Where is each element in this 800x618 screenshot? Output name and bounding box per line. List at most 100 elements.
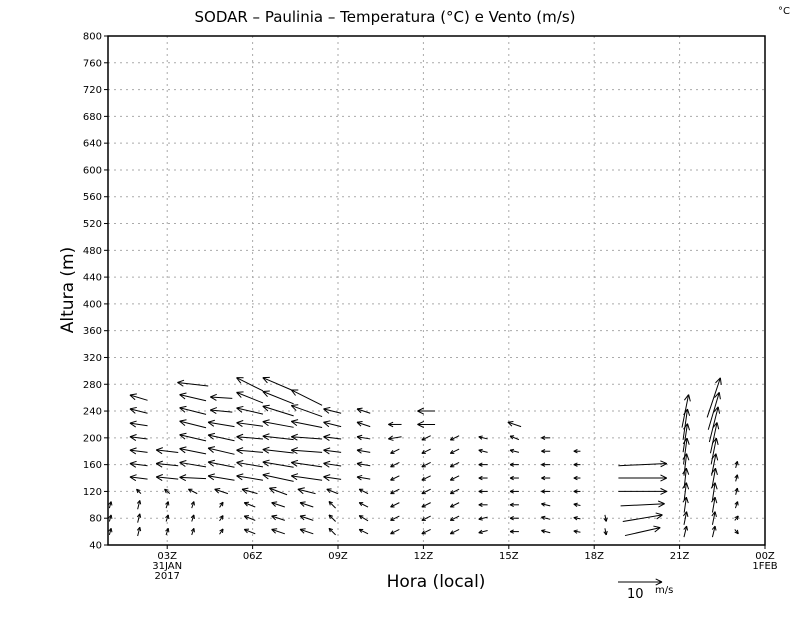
vector-head — [718, 392, 721, 400]
vector-shaft — [241, 488, 258, 495]
wind-vector — [179, 446, 207, 455]
vector-head — [290, 405, 297, 411]
vector-head — [179, 459, 187, 463]
wind-vector — [262, 376, 294, 392]
vector-head — [328, 514, 333, 517]
vector-shaft — [299, 502, 314, 508]
vector-head — [449, 449, 454, 454]
vector-head — [682, 511, 688, 517]
wind-vector — [297, 487, 316, 495]
vector-shaft — [450, 528, 460, 535]
wind-vector — [390, 448, 400, 454]
wind-vector — [179, 392, 207, 402]
vector-head — [177, 379, 185, 383]
vector-head — [129, 476, 137, 482]
wind-vector — [356, 448, 371, 454]
vector-head — [478, 532, 483, 535]
wind-vector — [207, 446, 235, 455]
vector-head — [156, 447, 163, 451]
vector-head — [356, 407, 363, 410]
x-tick-year: 2017 — [154, 571, 179, 582]
wind-vector — [129, 474, 148, 482]
vector-head — [136, 489, 139, 494]
vector-head — [685, 467, 690, 475]
vector-head — [262, 391, 268, 398]
vector-head — [179, 446, 187, 450]
vector-shaft — [682, 423, 688, 453]
vector-head — [541, 502, 546, 505]
vector-head — [541, 477, 546, 481]
vector-head — [715, 467, 718, 476]
vector-head — [541, 449, 546, 452]
wind-vectors — [108, 376, 739, 538]
vector-shaft — [129, 463, 148, 467]
wind-vector — [421, 528, 431, 535]
vector-shaft — [356, 449, 371, 453]
vector-head — [573, 477, 578, 481]
vector-head — [241, 488, 248, 494]
vector-head — [541, 515, 546, 518]
vector-head — [129, 420, 137, 424]
vector-head — [716, 422, 720, 430]
vector-head — [290, 389, 296, 396]
vector-shaft — [191, 514, 195, 522]
wind-vector — [541, 475, 551, 481]
wind-vector — [573, 502, 581, 507]
vector-shaft — [262, 448, 294, 454]
y-tick-label: 440 — [83, 273, 102, 284]
wind-vector — [108, 514, 113, 522]
vector-head — [656, 514, 663, 520]
wind-vector — [711, 511, 717, 525]
vector-shaft — [707, 392, 720, 430]
vector-head — [660, 477, 668, 482]
wind-vector — [271, 514, 285, 521]
vector-shaft — [620, 503, 665, 507]
vector-head — [179, 405, 187, 409]
vector-head — [356, 448, 363, 451]
vector-head — [717, 406, 721, 414]
vector-shaft — [683, 525, 688, 538]
vector-head — [165, 514, 169, 519]
vector-shaft — [734, 501, 739, 509]
wind-vector — [478, 489, 488, 494]
wind-vector — [356, 407, 371, 414]
x-tick-label: 09Z — [328, 551, 348, 562]
wind-vector — [541, 435, 551, 441]
vector-head — [573, 503, 578, 507]
vector-head — [715, 453, 719, 461]
vector-head — [737, 501, 739, 506]
wind-vector — [236, 391, 264, 404]
vector-head — [356, 476, 362, 481]
vector-head — [129, 474, 137, 478]
vector-head — [356, 421, 362, 427]
wind-vector — [262, 433, 294, 441]
vector-head — [509, 435, 514, 440]
y-tick-label: 400 — [83, 299, 102, 310]
wind-vector — [478, 435, 488, 440]
vector-head — [573, 449, 578, 452]
y-tick-label: 640 — [83, 139, 102, 150]
vector-head — [573, 475, 578, 479]
vector-shaft — [262, 377, 294, 392]
wind-vector — [236, 433, 264, 441]
wind-vector — [262, 419, 294, 428]
wind-vector — [291, 473, 323, 481]
vector-head — [478, 477, 483, 481]
vector-head — [219, 501, 224, 505]
vector-head — [222, 515, 224, 520]
wind-vector — [388, 421, 402, 428]
wind-vector — [509, 516, 519, 521]
vector-head — [688, 394, 691, 402]
vector-head — [323, 406, 331, 410]
vector-head — [478, 449, 483, 454]
vector-head — [390, 530, 394, 535]
vector-head — [129, 422, 137, 428]
vector-head — [110, 528, 113, 533]
wind-vector — [165, 527, 170, 536]
wind-vector — [449, 435, 460, 441]
vector-head — [164, 489, 167, 494]
wind-vector — [706, 377, 722, 418]
wind-vector — [573, 529, 581, 534]
vector-head — [262, 419, 270, 423]
